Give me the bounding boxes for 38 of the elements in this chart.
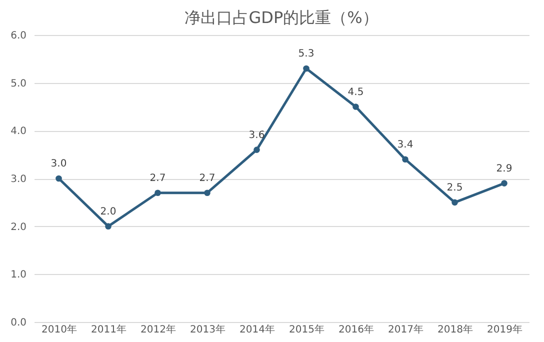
data-label: 2.0 (100, 206, 116, 218)
point (204, 190, 210, 196)
y-tick-label: 6.0 (10, 30, 26, 42)
x-tick-label: 2011年 (91, 324, 126, 336)
y-tick-label: 1.0 (10, 270, 26, 281)
point (56, 175, 62, 182)
x-tick-label: 2017年 (388, 324, 424, 336)
point (105, 223, 112, 230)
x-tick-label: 2015年 (289, 324, 324, 336)
data-label: 2.5 (446, 182, 463, 194)
x-tick-label: 2010年 (42, 324, 77, 336)
x-tick-label: 2018年 (438, 324, 473, 336)
y-tick-label: 2.0 (10, 222, 26, 233)
chart-title: 净出口占GDP的比重（%） (184, 8, 378, 27)
data-label: 2.9 (496, 163, 512, 174)
data-label: 2.7 (150, 172, 166, 184)
data-label: 5.3 (298, 48, 314, 60)
point (303, 65, 310, 72)
y-tick-label: 4.0 (10, 126, 26, 138)
point (154, 190, 161, 196)
y-tick-label: 0.0 (10, 318, 26, 328)
data-label: 2.7 (199, 172, 216, 184)
x-tick-label: 2013年 (190, 324, 226, 336)
x-tick-label: 2014年 (240, 324, 275, 336)
data-label: 4.5 (348, 86, 364, 98)
data-label: 3.4 (397, 139, 414, 150)
point (402, 156, 408, 163)
x-tick-label: 2016年 (338, 324, 374, 336)
data-label: 3.6 (248, 130, 265, 141)
data-label: 3.0 (50, 158, 67, 170)
point (501, 180, 508, 186)
y-tick-label: 5.0 (10, 78, 26, 90)
point (254, 146, 260, 153)
x-tick-label: 2019年 (487, 324, 522, 336)
y-tick-label: 3.0 (10, 174, 26, 185)
point (452, 199, 458, 206)
point (352, 104, 359, 110)
x-tick-label: 2012年 (140, 324, 176, 336)
